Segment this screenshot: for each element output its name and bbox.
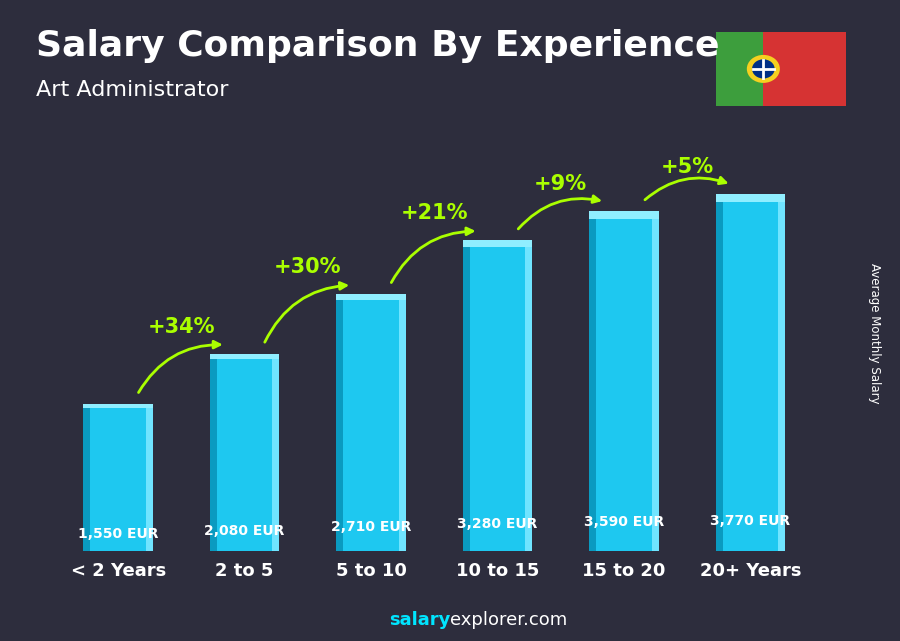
Bar <box>526 240 532 551</box>
Bar <box>590 211 659 551</box>
Bar <box>463 240 470 551</box>
Text: 3,280 EUR: 3,280 EUR <box>457 517 537 531</box>
Bar <box>84 404 153 408</box>
Bar <box>763 32 846 106</box>
Text: +30%: +30% <box>274 258 342 278</box>
Text: +9%: +9% <box>534 174 587 194</box>
Bar <box>210 354 279 551</box>
Bar <box>463 240 532 247</box>
FancyArrowPatch shape <box>139 341 220 392</box>
Circle shape <box>752 60 775 78</box>
Bar <box>716 32 763 106</box>
Bar <box>716 194 723 551</box>
Text: explorer.com: explorer.com <box>450 612 567 629</box>
Bar <box>590 211 659 219</box>
FancyArrowPatch shape <box>645 178 725 200</box>
FancyArrowPatch shape <box>392 228 472 283</box>
Text: Salary Comparison By Experience: Salary Comparison By Experience <box>36 29 719 63</box>
Bar <box>590 211 596 551</box>
Text: Art Administrator: Art Administrator <box>36 80 229 100</box>
Text: +21%: +21% <box>400 203 468 224</box>
Text: +5%: +5% <box>661 157 714 177</box>
Text: Average Monthly Salary: Average Monthly Salary <box>868 263 881 404</box>
Text: 3,770 EUR: 3,770 EUR <box>710 514 790 528</box>
Text: 2,710 EUR: 2,710 EUR <box>331 520 411 534</box>
Bar <box>337 294 343 551</box>
Bar <box>84 404 153 551</box>
Text: +34%: +34% <box>148 317 215 337</box>
Bar <box>778 194 785 551</box>
Bar <box>716 194 785 202</box>
Circle shape <box>747 55 780 83</box>
Bar <box>210 354 279 358</box>
Bar <box>273 354 279 551</box>
Text: 3,590 EUR: 3,590 EUR <box>584 515 664 529</box>
Bar <box>399 294 406 551</box>
Text: 1,550 EUR: 1,550 EUR <box>78 526 158 540</box>
FancyArrowPatch shape <box>518 196 599 229</box>
FancyArrowPatch shape <box>265 283 346 342</box>
Text: salary: salary <box>389 612 450 629</box>
Bar <box>84 404 90 551</box>
Bar <box>146 404 153 551</box>
Bar <box>652 211 659 551</box>
Text: 2,080 EUR: 2,080 EUR <box>204 524 284 538</box>
Bar <box>337 294 406 300</box>
Bar <box>210 354 217 551</box>
Bar <box>716 194 785 551</box>
Bar <box>337 294 406 551</box>
Bar <box>463 240 532 551</box>
